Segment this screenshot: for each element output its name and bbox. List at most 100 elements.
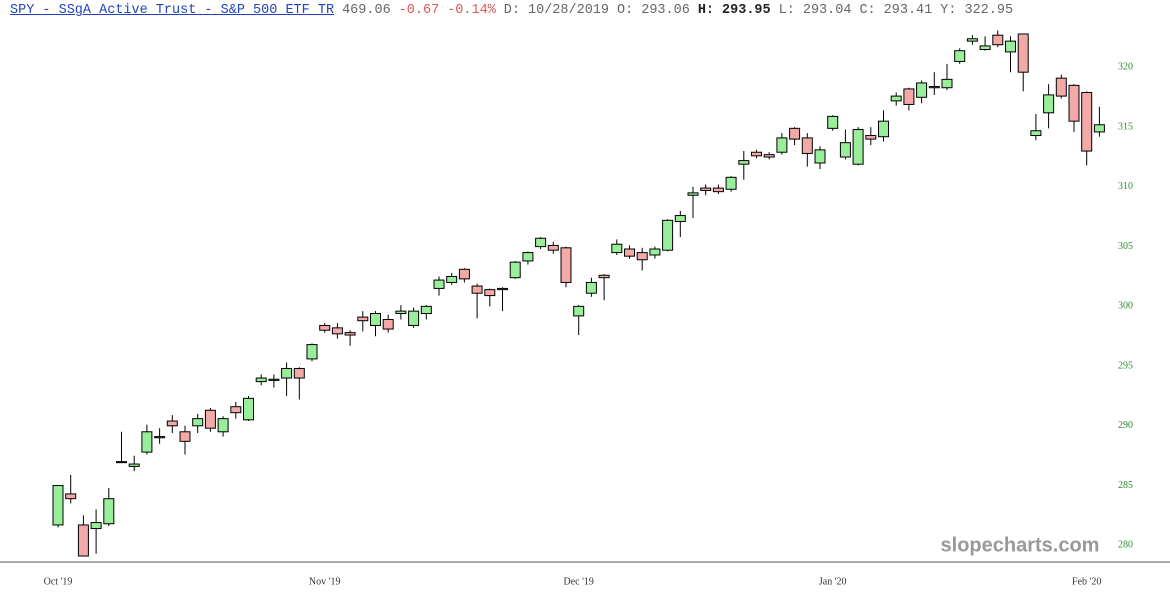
header: SPY - SSgA Active Trust - S&P 500 ETF TR… <box>10 3 1013 18</box>
y-tick-label: 310 <box>1118 181 1133 192</box>
x-tick-label: Dec '19 <box>563 576 593 587</box>
candle-body <box>751 151 762 157</box>
candle-body <box>433 279 445 289</box>
candle-body <box>814 149 826 164</box>
change-pct: -0.14% <box>447 3 496 18</box>
stat-label: C: <box>859 3 876 18</box>
candle-body <box>763 154 775 158</box>
stat-value: 293.95 <box>722 3 771 18</box>
candle-body <box>484 289 496 297</box>
y-tick-label: 320 <box>1118 62 1133 73</box>
candle-body <box>306 344 318 360</box>
stat-value: 10/28/2019 <box>528 3 610 18</box>
y-tick-label: 315 <box>1118 121 1133 132</box>
candle-body <box>1017 33 1029 73</box>
candle-body <box>65 493 77 500</box>
candle-body <box>1030 130 1042 137</box>
x-tick-label: Jan '20 <box>819 576 847 587</box>
candle-body <box>624 248 635 257</box>
candle-body <box>446 275 458 283</box>
candle-body <box>1005 40 1016 53</box>
y-tick-label: 290 <box>1118 420 1133 431</box>
watermark: slopecharts.com <box>941 534 1100 556</box>
candle-body <box>573 305 585 317</box>
candle-body <box>941 78 953 89</box>
candle-body <box>497 287 508 291</box>
symbol-link[interactable]: SPY - SSgA Active Trust - S&P 500 ETF TR <box>10 3 335 18</box>
x-tick-label: Feb '20 <box>1072 576 1101 587</box>
candle-body <box>560 247 572 283</box>
candle-body <box>801 137 813 154</box>
candle-body <box>700 187 712 191</box>
candle-body <box>522 252 534 262</box>
candle-body <box>992 34 1004 46</box>
y-tick-label: 285 <box>1118 480 1133 491</box>
candle-body <box>471 285 483 294</box>
candle-body <box>217 418 229 433</box>
candle-body <box>827 115 839 129</box>
change: -0.67 <box>398 3 440 18</box>
candle-body <box>395 310 407 315</box>
candle-body <box>77 524 89 557</box>
candle-body <box>255 377 267 383</box>
candle-body <box>458 268 470 280</box>
stat-value: 293.41 <box>883 3 933 18</box>
candle-body <box>90 522 102 530</box>
stat-value: 322.95 <box>964 3 1014 18</box>
candle-body <box>344 332 356 336</box>
candle-body <box>281 367 293 379</box>
candle-body <box>662 219 674 251</box>
candle-body <box>585 281 597 294</box>
candle-body <box>103 498 115 525</box>
candle-body <box>916 82 928 98</box>
candle-body <box>154 436 166 439</box>
candle-body <box>776 137 788 153</box>
candle-body <box>966 38 978 42</box>
stat-label: O: <box>617 3 634 18</box>
candle-body <box>382 318 394 330</box>
candle-body <box>370 313 381 326</box>
candle-body <box>674 215 686 223</box>
candle-body <box>1068 84 1080 122</box>
candle-body <box>128 463 140 467</box>
candle-body <box>611 243 623 254</box>
candle-body <box>789 127 801 140</box>
candle-body <box>408 310 420 326</box>
stat-value: 293.06 <box>641 3 690 18</box>
candle-body <box>636 252 648 261</box>
x-tick-label: Oct '19 <box>44 576 73 587</box>
candle-body <box>535 237 547 248</box>
candle-body <box>230 406 242 414</box>
price: 469.06 <box>342 3 391 18</box>
candle-body <box>725 176 737 190</box>
candle-body <box>1081 92 1093 152</box>
candle-body <box>890 95 902 102</box>
candle-body <box>738 160 750 165</box>
candle-body <box>1043 94 1055 114</box>
y-tick-label: 305 <box>1118 241 1133 252</box>
candle-body <box>903 88 915 105</box>
candle-body <box>712 187 724 193</box>
stat-label: Y: <box>940 3 957 18</box>
stat-value: 293.04 <box>802 3 852 18</box>
stat-label: H: <box>697 3 715 18</box>
candle-body <box>192 418 204 427</box>
candle-body <box>179 431 191 442</box>
candle-body <box>268 378 280 381</box>
candle-body <box>979 45 991 51</box>
stat-label: L: <box>778 3 795 18</box>
y-tick-label: 280 <box>1118 540 1133 551</box>
x-tick-label: Nov '19 <box>309 576 341 587</box>
candle-body <box>839 142 851 158</box>
candle-body <box>865 135 877 140</box>
candle-body <box>319 324 331 331</box>
candle-body <box>852 129 864 165</box>
stats: D: 10/28/2019 O: 293.06 H: 293.95 L: 293.04 C: 29… <box>496 3 1013 18</box>
candle-body <box>954 50 966 62</box>
candle-body <box>928 86 940 89</box>
candle-body <box>598 274 610 279</box>
candle-body <box>1055 77 1067 97</box>
candle-body <box>331 327 343 335</box>
